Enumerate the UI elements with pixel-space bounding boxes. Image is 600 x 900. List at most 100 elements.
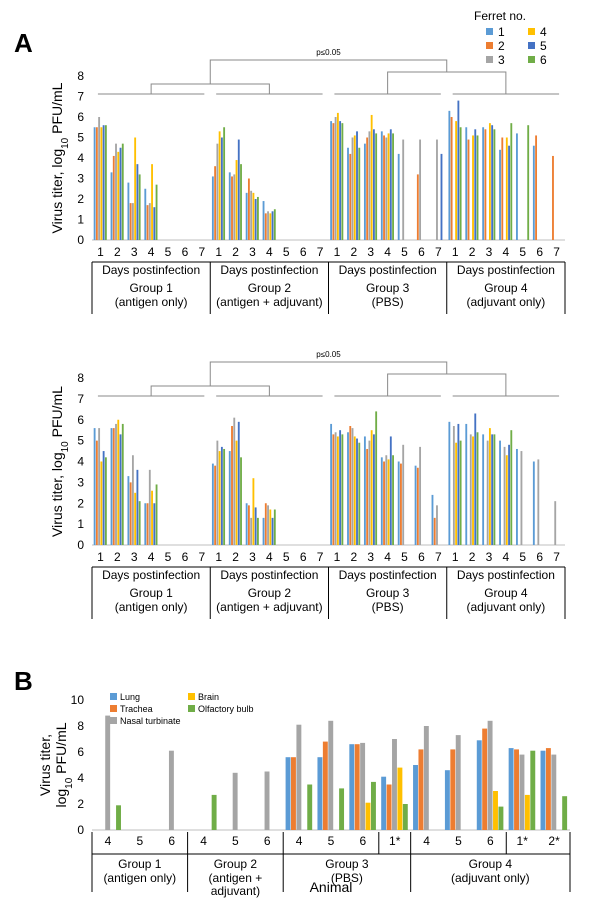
day-tick-label: 3 <box>131 550 138 564</box>
y-tick-label: 8 <box>77 719 84 733</box>
bar <box>95 127 98 240</box>
bar <box>138 174 141 240</box>
bar <box>102 125 105 240</box>
day-tick-label: 3 <box>249 245 256 259</box>
bar <box>322 741 328 830</box>
bar <box>354 744 360 830</box>
bar <box>508 748 514 830</box>
day-tick-label: 1 <box>452 550 459 564</box>
bar <box>341 434 344 545</box>
day-tick-label: 5 <box>283 245 290 259</box>
bar <box>131 455 134 545</box>
y-axis-label: Virus titer, log10 PFU/mL <box>49 386 71 537</box>
bar <box>402 444 405 545</box>
day-tick-label: 6 <box>418 245 425 259</box>
bracket-pair <box>150 385 270 396</box>
group-name: Group 2 <box>214 857 258 871</box>
bar <box>218 451 221 545</box>
bar <box>493 791 498 830</box>
bar <box>339 788 345 830</box>
bar <box>397 461 400 545</box>
bar <box>328 720 334 830</box>
day-tick-label: 7 <box>198 550 205 564</box>
bar <box>416 174 419 240</box>
bar <box>440 153 443 240</box>
bar <box>256 517 259 545</box>
animal-label: 4 <box>296 834 303 848</box>
bar <box>100 461 103 545</box>
day-tick-label: 4 <box>266 245 273 259</box>
bar <box>476 740 482 830</box>
bar <box>237 139 240 240</box>
day-tick-label: 1 <box>215 245 222 259</box>
bar <box>516 133 518 240</box>
day-tick-label: 1 <box>215 550 222 564</box>
bar <box>372 129 375 240</box>
bar <box>385 137 388 240</box>
group-sub: (antigen only) <box>103 871 176 885</box>
bar <box>119 147 122 240</box>
bar <box>245 503 248 545</box>
day-tick-label: 7 <box>198 245 205 259</box>
y-tick-label: 0 <box>77 233 84 247</box>
bar <box>356 438 358 545</box>
bar <box>231 426 233 545</box>
bracket-all <box>209 361 448 386</box>
day-tick-label: 2 <box>350 550 357 564</box>
x-axis-label: Animal <box>310 879 353 895</box>
day-tick-label: 7 <box>317 550 324 564</box>
group-name: Group 2 <box>248 586 292 600</box>
bar <box>450 749 456 830</box>
bar <box>105 715 111 830</box>
days-label: Days postinfection <box>339 263 437 277</box>
y-tick-label: 7 <box>77 90 84 104</box>
day-tick-label: 2 <box>469 550 476 564</box>
bar <box>112 428 115 545</box>
bar <box>416 467 419 545</box>
bar <box>273 509 276 545</box>
bar <box>380 457 383 545</box>
animal-label: 6 <box>168 834 175 848</box>
bar <box>121 423 124 545</box>
bar <box>317 757 323 830</box>
bar <box>144 188 147 240</box>
y-tick-label: 6 <box>77 110 84 124</box>
group-sub: (adjuvant only) <box>451 871 530 885</box>
animal-label: 4 <box>423 834 430 848</box>
bar <box>151 164 153 240</box>
bar <box>168 750 174 830</box>
bar <box>520 451 523 545</box>
bar <box>510 123 513 240</box>
bar <box>233 417 236 545</box>
bar <box>339 121 342 240</box>
legend-label: 1 <box>498 25 505 39</box>
bar <box>256 196 259 240</box>
day-tick-label: 7 <box>435 245 442 259</box>
bar <box>98 428 101 545</box>
panel-b-label: B <box>14 666 33 696</box>
bar <box>117 419 120 545</box>
bar <box>493 129 496 240</box>
day-tick-label: 2 <box>350 245 357 259</box>
bar <box>250 517 253 545</box>
group-sub: (antigen only) <box>115 600 188 614</box>
bar <box>349 153 352 240</box>
bar <box>491 434 494 545</box>
bar <box>413 765 418 830</box>
bar <box>247 505 250 545</box>
bar <box>444 770 450 830</box>
bar <box>372 434 375 545</box>
legend-swatch <box>188 693 195 700</box>
legend-swatch <box>110 717 117 724</box>
y-tick-label: 3 <box>77 172 84 186</box>
day-tick-label: 6 <box>300 245 307 259</box>
day-tick-label: 4 <box>503 550 510 564</box>
bar <box>247 178 250 240</box>
bar <box>392 133 394 240</box>
bar <box>383 135 385 240</box>
legend-label: Brain <box>198 692 219 702</box>
y-tick-label: 1 <box>77 213 84 227</box>
legend-title: Ferret no. <box>474 9 526 23</box>
bar <box>503 446 506 545</box>
